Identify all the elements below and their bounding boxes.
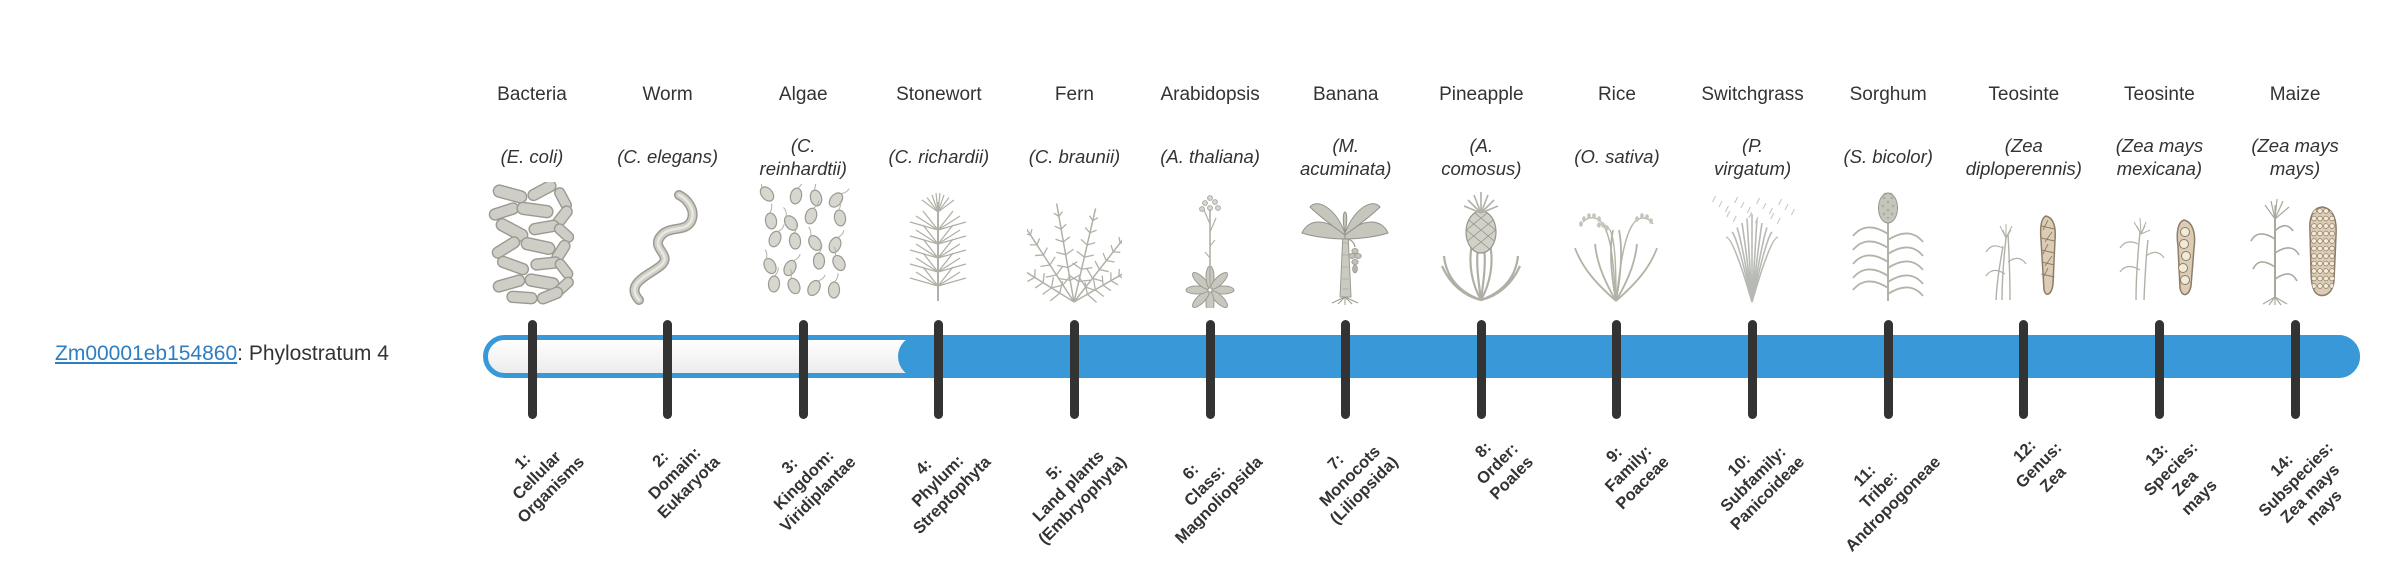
- teosinte-mexicana-icon: [2091, 184, 2227, 308]
- organism-scientific-name: (A. comosus): [1441, 134, 1522, 179]
- organism-name: Pineapple: [1439, 84, 1524, 105]
- tick-mark: [2290, 320, 2300, 419]
- stratum-label: 2: Domain: Eukaryota: [644, 443, 724, 523]
- organism-scientific-name: (P. virgatum): [1714, 134, 1792, 179]
- stratum-label: 11: Tribe: Andropogoneae: [1841, 453, 1945, 556]
- organism-name: Rice: [1597, 84, 1636, 105]
- stratum-label: 10: Subfamily: Panicoideae: [1717, 443, 1809, 534]
- organism-name: Teosinte: [2124, 84, 2195, 105]
- gene-phylostratum-text: : Phylostratum 4: [237, 342, 389, 365]
- organism-column: Stonewort (C. richardii) 4: Phylum: Stre…: [871, 0, 1007, 580]
- stratum-label: 4: Phylum: Streptophyta: [908, 451, 995, 538]
- organism-column: Banana (M. acuminata) 7: Monocots (Lilio…: [1278, 0, 1414, 580]
- tick-mark: [1069, 320, 1079, 419]
- organism-column: Bacteria (E. coli) 1: Cellular Organisms: [464, 0, 600, 580]
- organism-column: Arabidopsis (A. thaliana) 6: Class: Magn…: [1142, 0, 1278, 580]
- stonewort-icon: [871, 184, 1007, 308]
- organism-column: Teosinte (Zea mays mexicana) 13: Species…: [2091, 0, 2227, 580]
- tick-mark: [2019, 320, 2029, 419]
- stratum-label: 6: Class: Magnoliopsida: [1171, 453, 1266, 548]
- tick-mark: [1205, 320, 1215, 419]
- organism-name: Banana: [1312, 84, 1379, 105]
- organism-scientific-name: (C. reinhardtii): [759, 134, 847, 179]
- tick-mark: [663, 320, 673, 419]
- organism-column: Switchgrass (P. virgatum) 10: Subfamily:…: [1685, 0, 1821, 580]
- switchgrass-icon: [1685, 184, 1821, 308]
- organism-name: Worm: [642, 84, 693, 105]
- organism-scientific-name: (Zea mays mexicana): [2115, 134, 2204, 179]
- gene-label: Zm00001eb154860: Phylostratum 4: [55, 342, 389, 366]
- organism-scientific-name: (O. sativa): [1574, 146, 1660, 168]
- organism-column: Worm (C. elegans) 2: Domain: Eukaryota: [600, 0, 736, 580]
- sorghum-icon: [1820, 184, 1956, 308]
- organism-column: Pineapple (A. comosus) 8: Order: Poales: [1413, 0, 1549, 580]
- organism-scientific-name: (S. bicolor): [1843, 146, 1933, 168]
- stratum-label: 14: Subspecies: Zea mays mays: [2255, 438, 2346, 530]
- organism-column: Rice (O. sativa) 9: Family: Poaceae: [1549, 0, 1685, 580]
- organism-name: Arabidopsis: [1160, 84, 1260, 105]
- teosinte-diploperennis-icon: [1956, 184, 2092, 308]
- organism-name: Teosinte: [1988, 84, 2060, 105]
- rice-icon: [1549, 184, 1685, 308]
- organism-scientific-name: (Zea mays mays): [2251, 134, 2339, 179]
- organism-name: Stonewort: [896, 84, 982, 105]
- stratum-label: 8: Order: Poales: [1472, 438, 1538, 504]
- organism-scientific-name: (C. elegans): [617, 146, 718, 168]
- organism-column: Algae (C. reinhardtii) 3: Kingdom: Virid…: [735, 0, 871, 580]
- tick-mark: [934, 320, 944, 419]
- algae-icon: [735, 184, 871, 308]
- tick-mark: [1476, 320, 1486, 419]
- stratum-label: 7: Monocots (Liliopsida): [1315, 442, 1402, 529]
- organism-column: Fern (C. braunii) 5: Land plants (Embryo…: [1006, 0, 1142, 580]
- organism-scientific-name: (E. coli): [500, 146, 564, 168]
- maize-icon: [2227, 184, 2363, 308]
- organism-column: Maize (Zea mays mays) 14: Subspecies: Ze…: [2227, 0, 2363, 580]
- organism-name: Bacteria: [497, 84, 567, 105]
- organism-scientific-name: (A. thaliana): [1160, 146, 1260, 168]
- organism-scientific-name: (M. acuminata): [1299, 134, 1392, 179]
- organism-name: Fern: [1054, 84, 1094, 105]
- tick-mark: [2154, 320, 2164, 419]
- organism-column: Sorghum (S. bicolor) 11: Tribe: Andropog…: [1820, 0, 1956, 580]
- worm-icon: [600, 184, 736, 308]
- organism-scientific-name: (C. braunii): [1028, 146, 1121, 168]
- banana-tree-icon: [1278, 184, 1414, 308]
- tick-mark: [1612, 320, 1622, 419]
- organism-name: Switchgrass: [1701, 84, 1804, 105]
- timeline-filled-segment: [898, 335, 2360, 378]
- stratum-label: 5: Land plants (Embryophyta): [1029, 447, 1131, 549]
- pineapple-icon: [1413, 184, 1549, 308]
- tick-mark: [527, 320, 537, 419]
- organism-column: Teosinte (Zea diploperennis) 12: Genus: …: [1956, 0, 2092, 580]
- fern-icon: [1006, 184, 1142, 308]
- organism-scientific-name: (Zea diploperennis): [1965, 134, 2082, 179]
- tick-mark: [1341, 320, 1351, 419]
- tick-mark: [798, 320, 808, 419]
- organism-scientific-name: (C. richardii): [888, 146, 990, 168]
- gene-link[interactable]: Zm00001eb154860: [55, 342, 238, 365]
- bacteria-icon: [464, 182, 600, 308]
- tick-mark: [1748, 320, 1758, 419]
- stratum-label: 9: Family: Poaceae: [1601, 442, 1673, 514]
- tick-mark: [1883, 320, 1893, 419]
- stratum-label: 13: Species: Zea mays: [2140, 438, 2221, 520]
- stratum-label: 3: Kingdom: Viridiplantae: [770, 446, 860, 536]
- stratum-label: 12: Genus: Zea: [2009, 436, 2070, 497]
- organism-name: Maize: [2269, 84, 2321, 105]
- stratum-label: 1: Cellular Organisms: [509, 448, 588, 527]
- arabidopsis-icon: [1142, 184, 1278, 308]
- organism-name: Sorghum: [1849, 84, 1927, 105]
- organism-name: Algae: [778, 84, 828, 105]
